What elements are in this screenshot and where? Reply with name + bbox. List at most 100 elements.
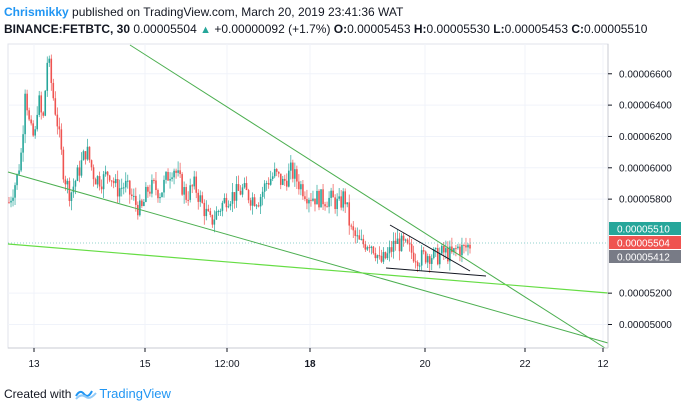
candle-body	[193, 176, 196, 187]
candle-body	[62, 149, 65, 180]
candle-body	[436, 248, 439, 265]
candle-body	[439, 253, 441, 265]
candle-body	[304, 196, 306, 200]
candle-body	[36, 114, 38, 130]
candle-body	[324, 204, 326, 207]
candle-body	[251, 197, 254, 206]
grid-lines	[8, 44, 608, 348]
candle-body	[328, 197, 330, 207]
plot-area[interactable]	[7, 43, 609, 349]
candle-body	[384, 252, 387, 259]
candle-body	[151, 179, 153, 194]
candle-body	[8, 202, 10, 204]
candle-body	[422, 250, 425, 252]
candle-body	[159, 197, 161, 199]
candle-body	[382, 252, 385, 262]
wedge-upper-line[interactable]	[389, 224, 471, 272]
candle-body	[155, 180, 157, 190]
time-tick-label: 15	[139, 359, 151, 370]
candle-body	[402, 235, 405, 241]
candle-body	[143, 201, 145, 206]
candle-body	[394, 240, 397, 244]
low-label: L:	[493, 22, 505, 36]
candle-body	[350, 225, 353, 227]
candle-body	[290, 162, 292, 171]
candle-body	[406, 239, 409, 244]
candle-body	[213, 219, 216, 225]
candle-body	[281, 178, 284, 185]
candle-body	[187, 199, 189, 201]
candle-body	[209, 211, 212, 215]
candle-body	[362, 238, 365, 245]
published-text: published on TradingView.com, March 20, …	[68, 5, 404, 19]
candle-body	[70, 192, 73, 201]
candle-body	[135, 195, 137, 205]
candle-body	[318, 190, 320, 208]
candle-body	[219, 210, 222, 212]
candle-body	[286, 180, 288, 187]
time-tick-label: 22	[519, 359, 531, 370]
candle-body	[296, 169, 298, 182]
candle-body	[227, 206, 230, 208]
support-line[interactable]	[7, 243, 609, 294]
candle-body	[217, 211, 220, 213]
candle-body	[30, 119, 32, 124]
candle-body	[239, 190, 242, 195]
candle-body	[364, 244, 367, 250]
price-axis[interactable]: 0.00006600 0.00006400 0.00006200 0.00006000…	[608, 69, 672, 331]
candle-body	[445, 248, 447, 253]
close-label: C:	[571, 22, 585, 36]
time-axis[interactable]: 13 15 12:00 18 20 22 12	[28, 348, 609, 370]
candle-body	[116, 179, 119, 197]
author-link[interactable]: Chrismikky	[4, 5, 69, 19]
candle-body	[128, 180, 131, 195]
time-tick-label: 12	[597, 359, 609, 370]
candle-body	[169, 178, 171, 181]
price-badge-label: 0.00005412	[617, 253, 670, 264]
candle-body	[189, 185, 191, 200]
candle-body	[298, 181, 300, 190]
candle-body	[98, 176, 101, 187]
candle-body	[203, 202, 206, 217]
candle-body	[126, 180, 129, 182]
trendline-channel[interactable]	[7, 171, 609, 344]
candle-body	[165, 171, 167, 180]
candle-body	[181, 174, 183, 195]
candle-body	[122, 187, 125, 189]
candle-body	[352, 226, 355, 231]
candle-body	[28, 110, 30, 120]
price-chart[interactable]: 0.00006600 0.00006400 0.00006200 0.00006000…	[0, 0, 686, 386]
candle-body	[96, 176, 99, 185]
candle-body	[163, 179, 165, 193]
candle-body	[376, 255, 379, 259]
candle-body	[261, 191, 264, 197]
candle-body	[139, 200, 141, 216]
candle-body	[463, 244, 465, 246]
tradingview-brand[interactable]: TradingView	[99, 386, 171, 401]
candle-body	[120, 187, 123, 189]
candle-body	[247, 190, 250, 201]
symbol-label[interactable]: BINANCE:FETBTC, 30	[4, 22, 131, 36]
candle-body	[74, 180, 77, 187]
candle-body	[78, 167, 81, 176]
candle-body	[12, 197, 14, 201]
candle-body	[263, 183, 266, 192]
candle-body	[354, 230, 357, 236]
candle-body	[344, 191, 346, 205]
wedge-lower-line[interactable]	[385, 267, 487, 277]
candle-body	[467, 244, 469, 248]
candle-body	[161, 192, 163, 198]
candle-body	[42, 112, 45, 116]
tradingview-logo-icon	[75, 390, 98, 400]
candle-body	[428, 256, 431, 264]
candle-body	[223, 197, 226, 203]
candle-body	[292, 162, 294, 179]
close-value: 0.00005510	[584, 22, 648, 36]
candle-body	[253, 197, 256, 207]
candle-body	[410, 244, 413, 253]
candle-body	[306, 199, 308, 204]
trendline-upper[interactable]	[129, 44, 606, 349]
candle-body	[229, 203, 232, 207]
open-label: O:	[333, 22, 348, 36]
up-arrow-icon: ▲	[200, 24, 211, 36]
